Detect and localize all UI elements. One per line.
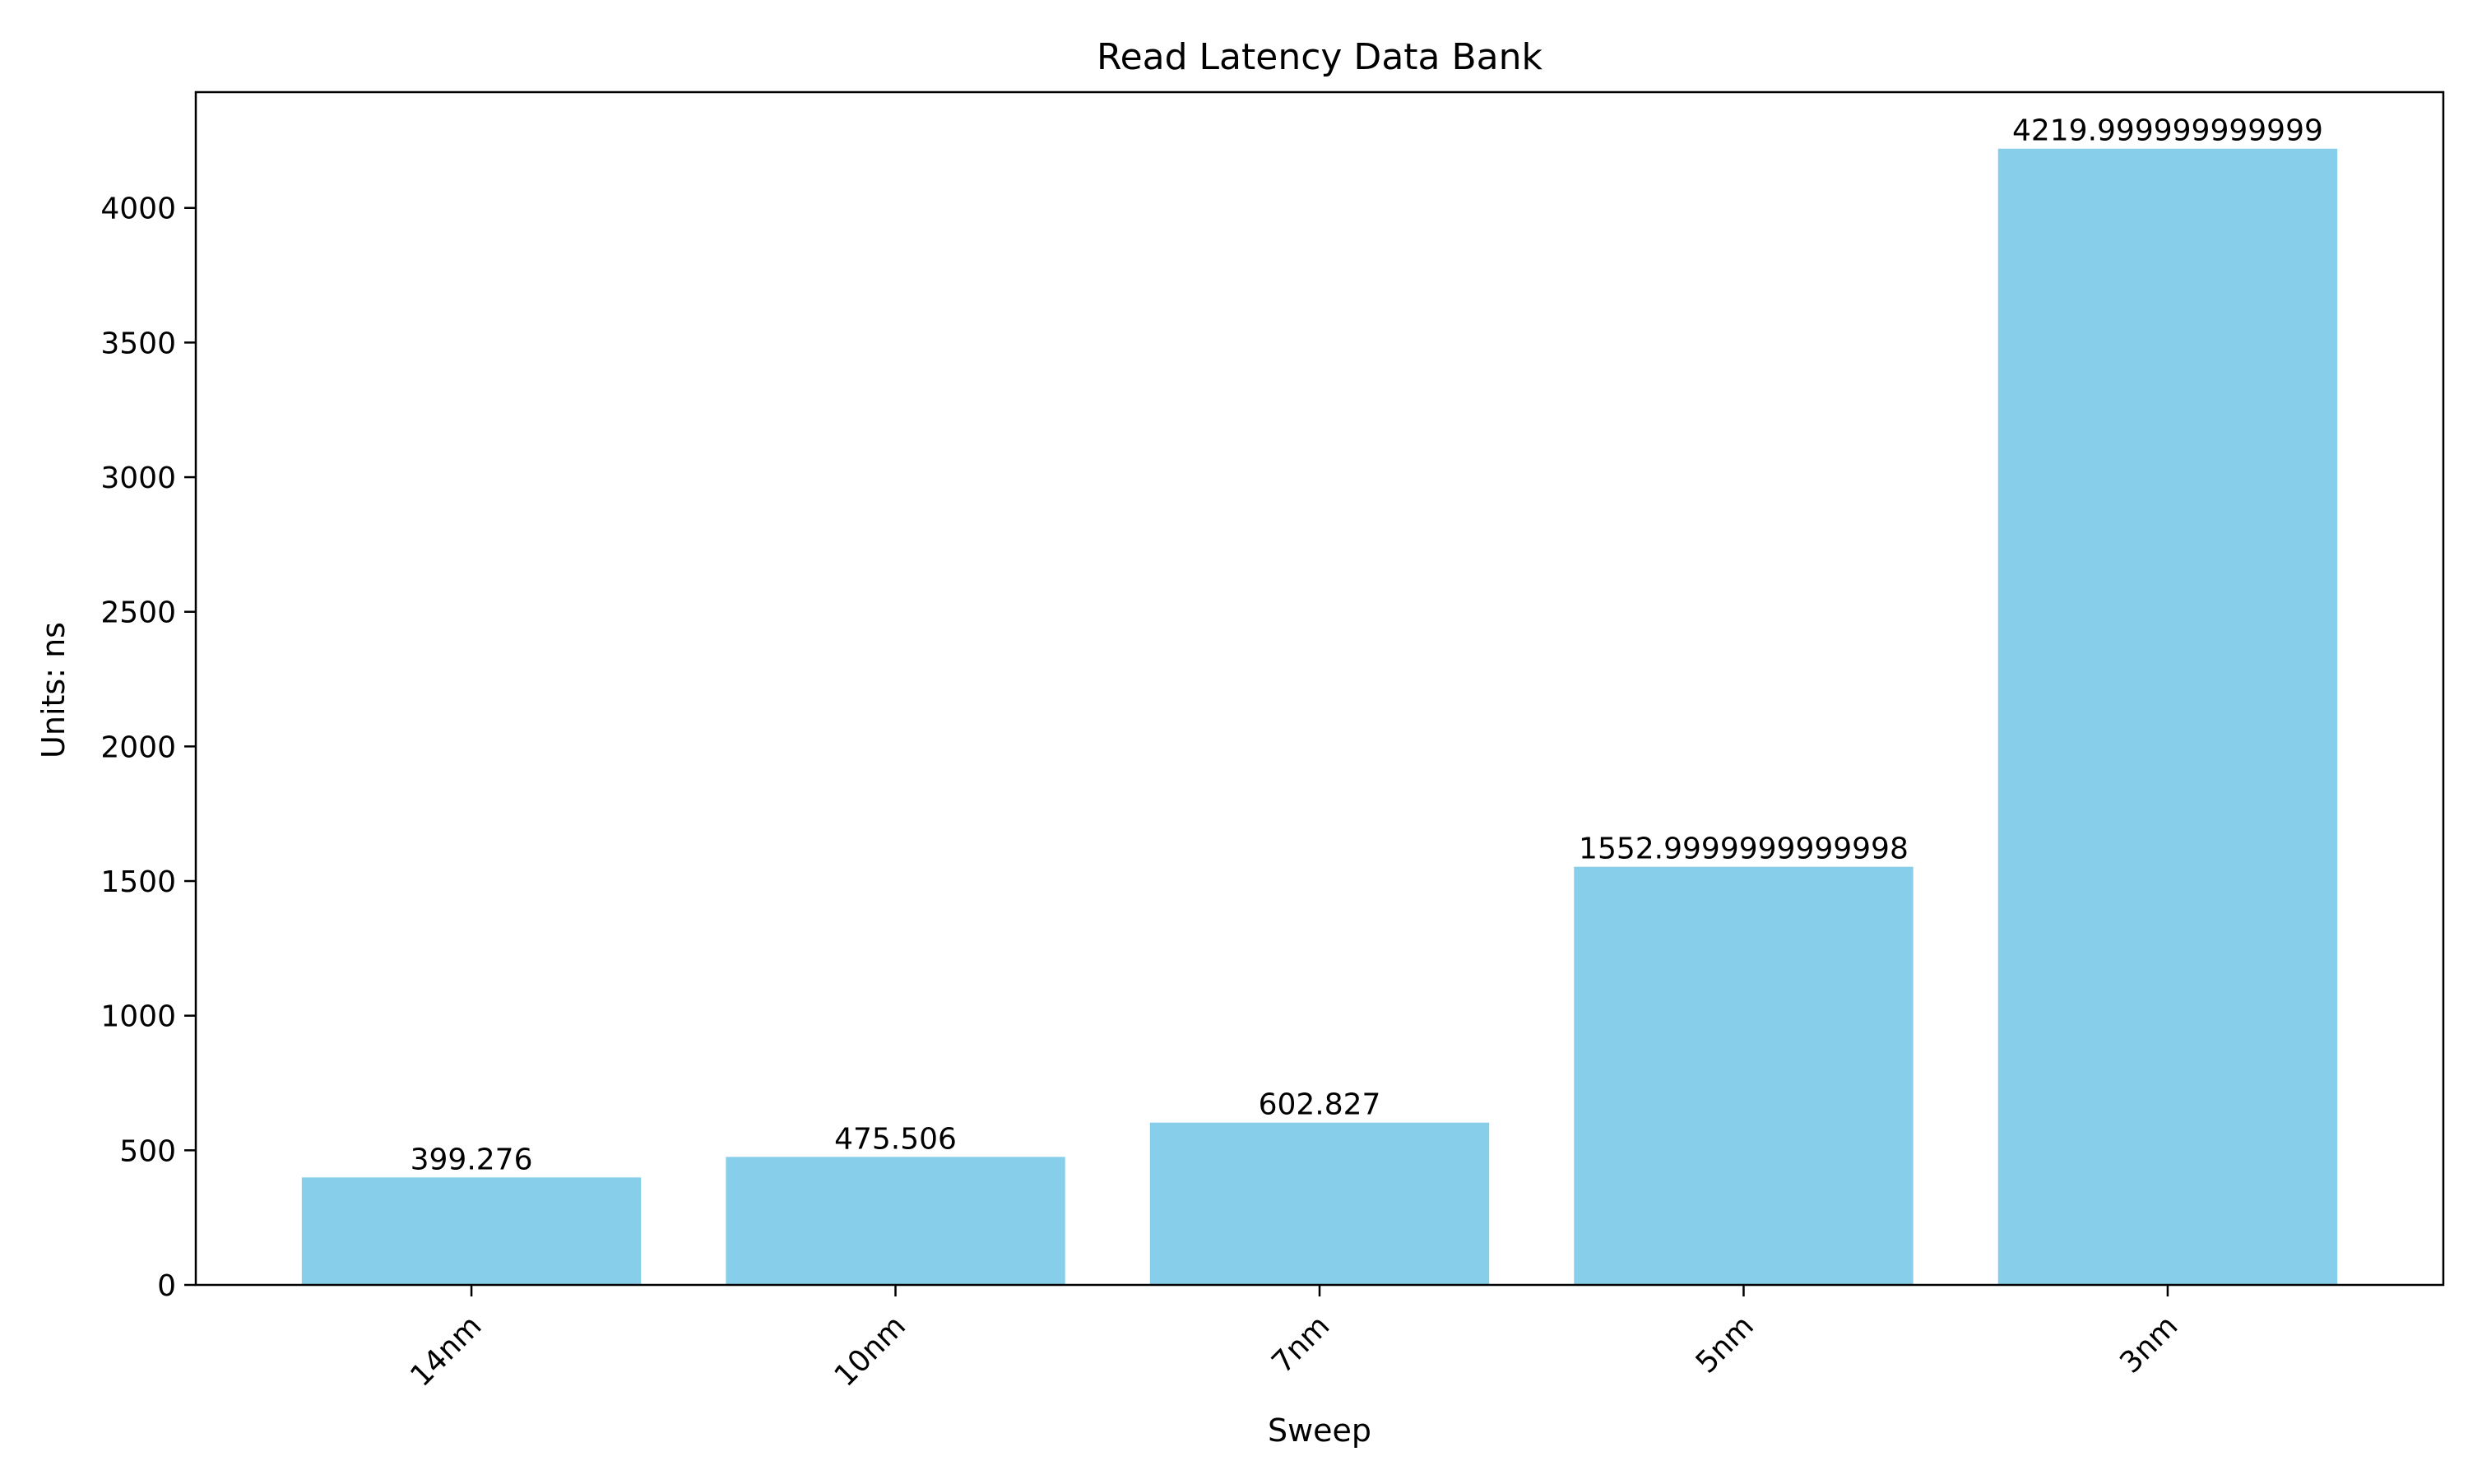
y-tick-label-500: 500 <box>119 1134 176 1168</box>
x-tick-label-5nm: 5nm <box>1690 1309 1761 1380</box>
data-label-10nm: 475.506 <box>834 1122 957 1156</box>
bar-10nm <box>726 1157 1065 1285</box>
bar-7nm <box>1149 1122 1490 1285</box>
bars-layer <box>301 148 2338 1286</box>
x-axis-title: Sweep <box>1268 1412 1371 1449</box>
y-tick-label-1500: 1500 <box>100 865 176 899</box>
chart-title: Read Latency Data Bank <box>1097 36 1543 78</box>
plot-frame <box>194 90 2445 1287</box>
data-label-7nm: 602.827 <box>1259 1088 1381 1122</box>
y-tick-label-1000: 1000 <box>100 1000 176 1034</box>
y-tick-label-3000: 3000 <box>100 461 176 495</box>
y-tick-label-2000: 2000 <box>100 730 176 764</box>
bar-14nm <box>301 1177 642 1285</box>
data-label-14nm: 399.276 <box>411 1143 533 1176</box>
x-tick-label-3nm: 3nm <box>2113 1309 2184 1380</box>
data-label-5nm: 1552.9999999999998 <box>1579 832 1909 866</box>
x-tick-label-14nm: 14nm <box>404 1309 488 1393</box>
y-tick-label-3500: 3500 <box>100 327 176 360</box>
y-tick-label-2500: 2500 <box>100 596 176 630</box>
axes-layer <box>184 90 2445 1296</box>
bar-5nm <box>1574 866 1914 1285</box>
bar-3nm <box>1997 148 2338 1286</box>
y-axis-title: Units: ns <box>35 622 72 758</box>
x-tick-label-10nm: 10nm <box>828 1309 912 1393</box>
x-tick-label-7nm: 7nm <box>1265 1309 1336 1380</box>
data-label-3nm: 4219.999999999999 <box>2012 114 2323 148</box>
y-tick-label-0: 0 <box>157 1269 176 1303</box>
y-tick-label-4000: 4000 <box>100 192 176 226</box>
